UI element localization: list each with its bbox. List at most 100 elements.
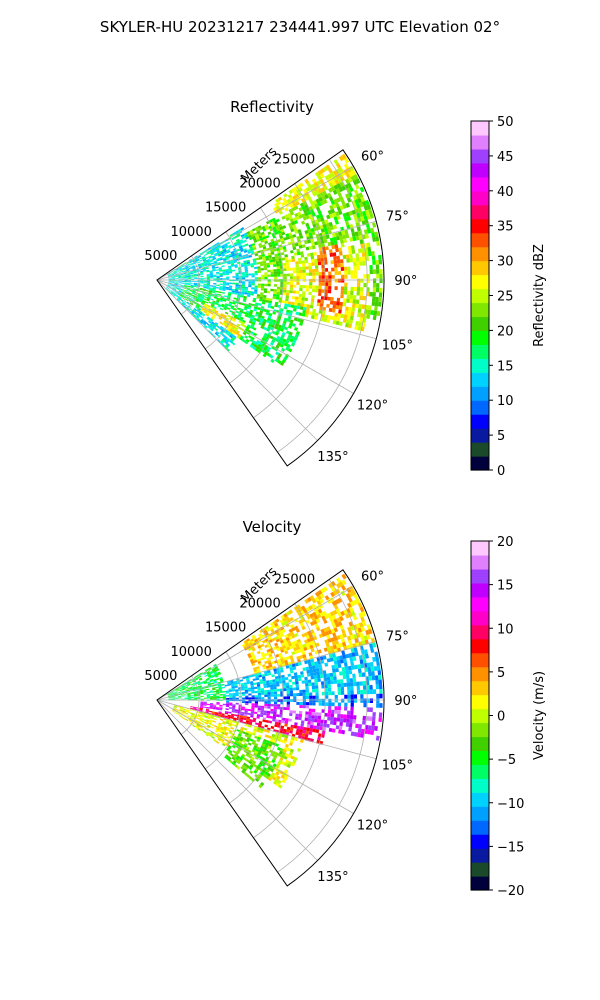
echo-cell (289, 684, 293, 688)
echo-cell (274, 642, 279, 647)
echo-cell (217, 244, 221, 248)
echo-cell (209, 704, 214, 706)
echo-cell (296, 273, 300, 277)
echo-cell (222, 269, 226, 272)
echo-cell (378, 684, 383, 690)
echo-cell (274, 358, 279, 363)
echo-cell (309, 278, 313, 283)
echo-cell (233, 680, 237, 684)
echo-cell (185, 686, 189, 689)
echo-cell (195, 316, 199, 320)
echo-cell (336, 617, 341, 623)
echo-cell (282, 262, 286, 266)
echo-cell (269, 656, 274, 660)
echo-cell (225, 271, 229, 274)
echo-cell (219, 331, 223, 336)
echo-cell (299, 729, 303, 733)
echo-cell (276, 201, 282, 206)
echo-cell (278, 223, 283, 228)
echo-cell (209, 289, 213, 292)
echo-cell (345, 322, 349, 328)
echo-cell (218, 722, 222, 725)
echo-cell (250, 711, 255, 714)
echo-cell (201, 308, 205, 311)
echo-cell (263, 738, 267, 743)
echo-cell (295, 311, 300, 316)
echo-cell (228, 688, 232, 691)
echo-cell (218, 685, 222, 688)
echo-cell (227, 331, 232, 335)
echo-cell (293, 640, 299, 645)
echo-cell (340, 683, 344, 688)
echo-cell (282, 645, 287, 649)
echo-cell (273, 284, 278, 287)
echo-cell (200, 285, 204, 287)
echo-cell (291, 258, 296, 262)
echo-cell (284, 254, 288, 258)
echo-cell (241, 273, 246, 276)
echo-cell (179, 295, 183, 298)
echo-cell (245, 720, 250, 723)
echo-cell (323, 627, 328, 633)
echo-cell (252, 245, 256, 249)
echo-cell (280, 328, 284, 332)
echo-cell (229, 301, 233, 304)
echo-cell (337, 710, 341, 715)
echo-cell (335, 173, 340, 180)
echo-cell (322, 586, 328, 592)
echo-cell (193, 708, 197, 710)
echo-cell (250, 638, 254, 642)
echo-cell (245, 275, 249, 278)
echo-cell (187, 275, 191, 277)
echo-cell (236, 743, 241, 747)
echo-cell (219, 694, 223, 696)
echo-cell (212, 733, 217, 737)
echo-cell (293, 252, 298, 256)
echo-cell (274, 699, 278, 702)
echo-cell (206, 251, 210, 254)
echo-cell (250, 713, 254, 716)
echo-cell (277, 694, 281, 697)
echo-cell (243, 727, 248, 731)
echo-cell (343, 163, 349, 169)
echo-cell (181, 282, 185, 284)
echo-cell (248, 776, 253, 780)
echo-cell (215, 686, 219, 689)
echo-cell (223, 320, 228, 324)
echo-cell (299, 285, 303, 289)
echo-cell (344, 157, 350, 164)
echo-cell (202, 322, 206, 326)
echo-cell (254, 289, 258, 292)
echo-cell (242, 697, 246, 700)
echo-cell (238, 286, 242, 289)
echo-cell (175, 268, 179, 271)
echo-cell (275, 645, 280, 649)
echo-cell (372, 287, 377, 293)
echo-cell (167, 284, 171, 287)
echo-cell (196, 304, 200, 308)
echo-cell (287, 747, 291, 752)
echo-cell (230, 333, 234, 337)
echo-cell (219, 678, 223, 681)
echo-cell (314, 678, 318, 683)
echo-cell (176, 708, 180, 711)
echo-cell (350, 290, 354, 296)
echo-cell (215, 667, 219, 671)
echo-cell (252, 636, 257, 641)
echo-cell (266, 729, 270, 733)
echo-cell (321, 730, 326, 735)
echo-cell (305, 310, 310, 315)
velocity-title: Velocity (243, 518, 302, 536)
echo-cell (212, 308, 216, 312)
echo-cell (188, 258, 192, 262)
echo-cell (212, 300, 216, 303)
echo-cell (297, 302, 301, 307)
echo-cell (286, 273, 290, 277)
echo-cell (285, 295, 290, 299)
echo-cell (363, 685, 367, 690)
echo-cell (328, 271, 332, 276)
echo-cell (335, 168, 341, 174)
echo-cell (261, 274, 265, 278)
echo-cell (274, 231, 279, 235)
echo-cell (299, 202, 305, 208)
